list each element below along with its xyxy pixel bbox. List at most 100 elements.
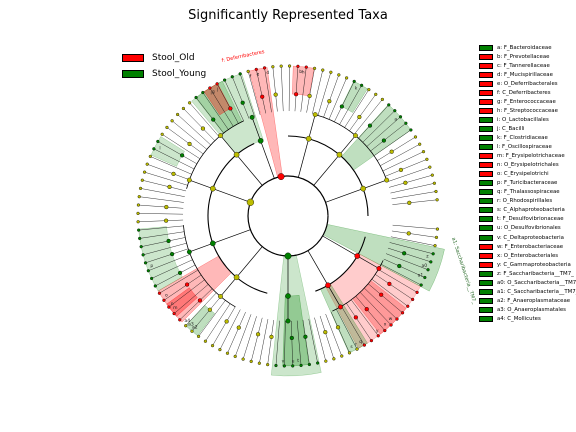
leaf-node (196, 334, 201, 339)
family-node (389, 149, 394, 154)
leaf-branch (346, 303, 372, 341)
taxa-legend-label: o: C_Erysipelotrichi (497, 171, 549, 178)
leaf-node (383, 328, 387, 333)
family-node (236, 325, 241, 330)
family-node (307, 93, 312, 99)
taxa-legend-swatch (479, 234, 493, 241)
taxa-legend-label: l: F_Oscillospiraceae (497, 144, 552, 151)
leaf-branch (334, 81, 355, 122)
leaf-node (165, 125, 169, 130)
family-node (357, 114, 362, 120)
leaf-node (238, 72, 242, 76)
leaf-branch (272, 66, 278, 112)
leaf-branch (138, 219, 184, 222)
leaf-branch (145, 248, 189, 264)
clade-label-deferribacteres: f: Deferribacteres (221, 49, 265, 64)
leaf-node (409, 128, 413, 132)
leaf-node (423, 275, 427, 280)
family-node (387, 281, 392, 286)
leaf-node (223, 78, 227, 82)
leaf-node (287, 64, 292, 68)
leaf-node (374, 92, 378, 96)
leaf-branch (387, 166, 430, 183)
taxa-legend-entry: n: O_Erysipelotrichales (479, 161, 576, 170)
phylum-node (325, 282, 331, 289)
taxa-legend-swatch (479, 71, 493, 78)
leaf-node (387, 103, 391, 107)
taxa-legend-swatch (479, 261, 493, 268)
leaf-branch (242, 316, 257, 360)
sector-letter: f (250, 73, 252, 79)
leaf-branch (380, 144, 420, 166)
leaf-node (210, 344, 215, 348)
class-node (218, 133, 223, 138)
leaf-branch (390, 236, 436, 246)
nodes (136, 64, 440, 368)
taxa-legend-swatch (479, 98, 493, 105)
sector-letter: g (212, 90, 215, 95)
leaf-branch (344, 89, 369, 128)
phylum-node (257, 138, 264, 144)
taxa-legend-entry: g: F_Enterococcaceae (479, 97, 576, 106)
leaf-node (395, 317, 399, 321)
leaf-node (380, 97, 384, 102)
family-node (335, 325, 341, 330)
leaf-node (257, 361, 261, 365)
leaf-branch (247, 71, 261, 115)
leaf-node (304, 65, 308, 69)
taxa-legend-swatch (479, 306, 493, 313)
leaf-node (172, 312, 176, 316)
leaf-branch (385, 159, 427, 177)
taxa-legend-swatch (479, 279, 493, 286)
leaf-node (433, 244, 437, 248)
taxa-legend-label: c: F_Tannerellaceae (497, 62, 550, 69)
sector-letter: e (256, 73, 259, 78)
taxa-legend-label: d: F_Mucispirillaceae (497, 71, 553, 78)
leaf-branch (336, 309, 358, 350)
taxa-legend-swatch (479, 153, 493, 160)
leaf-branch (139, 196, 184, 203)
leaf-node (274, 363, 278, 368)
sector-letter: a4 (184, 318, 190, 324)
class-arc (183, 225, 236, 308)
taxa-legend-entry: s: C_Alphaproteobacteria (479, 206, 576, 215)
taxa-legend-label: v: C_Deltaproteobacteria (497, 234, 564, 241)
family-node (293, 92, 299, 97)
leaf-node (187, 101, 192, 105)
leaf-branch (219, 309, 241, 350)
taxa-legend-swatch (479, 315, 493, 322)
family-node (187, 141, 192, 147)
leaf-branch (383, 258, 425, 278)
leaf-node (279, 64, 283, 68)
leaf-branch (362, 110, 395, 143)
class-node (312, 112, 318, 117)
leaf-node (152, 147, 156, 151)
family-node (381, 138, 386, 143)
leaf-node (432, 181, 436, 185)
leaf-branch (198, 300, 226, 337)
leaf-node (337, 73, 341, 77)
leaf-node (425, 157, 429, 161)
sector-letter: a2 (192, 325, 198, 331)
leaf-branch (388, 174, 433, 188)
highlight-sectors (138, 65, 445, 377)
leaf-branch (392, 199, 438, 205)
leaf-branch (189, 102, 220, 137)
leaf-branch (358, 104, 389, 139)
leaf-node (428, 165, 432, 169)
clade-label-saccharibacteria: a1: Saccharibacteria__TM7_ (450, 237, 477, 305)
taxa-legend-entry: o: C_Erysipelotrichi (479, 170, 576, 179)
leaf-branch (157, 141, 197, 164)
leaf-node (140, 178, 144, 182)
family-node (177, 270, 183, 275)
leaf-branch (205, 303, 231, 342)
taxa-legend-label: g: F_Enterococcaceae (497, 98, 556, 105)
taxa-legend-swatch (479, 107, 493, 114)
leaf-node (233, 354, 237, 359)
leaf-node (201, 90, 205, 95)
leaf-node (426, 268, 430, 272)
leaf-node (246, 69, 250, 73)
class-node (338, 304, 343, 310)
leaf-node (145, 162, 149, 166)
